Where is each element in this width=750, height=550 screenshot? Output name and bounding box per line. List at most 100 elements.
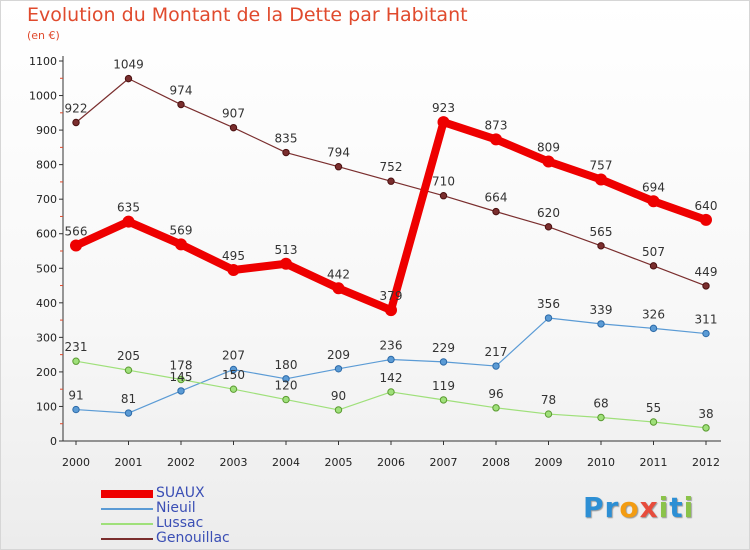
- y-tick-label: 900: [36, 124, 57, 137]
- data-label: 907: [222, 107, 245, 121]
- data-point: [175, 238, 187, 251]
- data-label: 620: [537, 206, 560, 220]
- data-point: [177, 100, 185, 109]
- y-tick-label: 300: [36, 331, 57, 344]
- x-tick-label: 2009: [535, 456, 563, 469]
- x-tick-label: 2003: [220, 456, 248, 469]
- data-point: [280, 257, 292, 270]
- x-tick-label: 2008: [482, 456, 510, 469]
- data-point: [439, 192, 448, 200]
- data-label: 326: [642, 307, 665, 321]
- data-label: 229: [432, 341, 455, 355]
- data-label: 710: [432, 175, 455, 189]
- data-label: 379: [380, 289, 403, 303]
- logo-letter: o: [619, 491, 640, 524]
- legend-swatch: [101, 508, 153, 510]
- chart-subtitle: (en €): [27, 29, 60, 42]
- data-label: 209: [327, 348, 350, 362]
- data-point: [439, 358, 448, 366]
- data-label: 495: [222, 249, 245, 263]
- data-label: 664: [485, 191, 508, 205]
- data-point: [124, 409, 133, 417]
- data-point: [597, 242, 605, 250]
- logo-letter: r: [604, 491, 620, 524]
- data-label: 68: [593, 397, 608, 411]
- legend-swatch: [101, 490, 153, 498]
- logo-letter: P: [583, 491, 605, 524]
- data-point: [544, 223, 553, 231]
- data-label: 923: [432, 101, 455, 115]
- data-point: [72, 357, 80, 365]
- data-point: [649, 418, 658, 426]
- x-tick-label: 2012: [692, 456, 720, 469]
- data-point: [227, 264, 240, 276]
- data-label: 507: [642, 245, 665, 259]
- data-label: 150: [222, 368, 245, 382]
- data-label: 449: [695, 265, 718, 279]
- data-label: 55: [646, 401, 661, 415]
- legend-swatch: [101, 523, 153, 525]
- data-point: [544, 410, 553, 418]
- data-label: 81: [121, 392, 136, 406]
- x-tick-label: 2002: [167, 456, 195, 469]
- data-label: 91: [68, 389, 83, 403]
- y-tick-label: 400: [36, 297, 57, 310]
- data-point: [385, 304, 397, 317]
- logo-letter: t: [669, 491, 684, 524]
- data-label: 78: [541, 393, 556, 407]
- y-tick-label: 1100: [29, 55, 57, 68]
- data-point: [124, 74, 133, 83]
- logo-letter: i: [683, 491, 695, 524]
- data-point: [72, 118, 80, 127]
- data-label: 835: [275, 132, 298, 146]
- data-point: [437, 116, 450, 129]
- data-point: [700, 213, 712, 226]
- x-tick-label: 2000: [62, 456, 90, 469]
- data-label: 922: [65, 101, 88, 115]
- data-point: [702, 282, 710, 290]
- data-label: 142: [380, 371, 403, 385]
- data-point: [492, 207, 500, 216]
- data-point: [597, 320, 605, 328]
- data-label: 145: [170, 370, 193, 384]
- y-tick-label: 700: [36, 193, 57, 206]
- x-tick-label: 2005: [325, 456, 353, 469]
- data-point: [702, 329, 710, 338]
- data-label: 694: [642, 180, 665, 194]
- x-tick-label: 2011: [640, 456, 668, 469]
- data-label: 635: [117, 201, 140, 215]
- data-label: 566: [65, 224, 88, 238]
- legend-label: Lussac: [156, 515, 204, 531]
- legend-swatch: [101, 538, 153, 540]
- data-point: [542, 155, 555, 168]
- data-label: 640: [695, 199, 718, 213]
- data-label: 180: [275, 358, 298, 372]
- data-label: 513: [275, 243, 298, 257]
- data-point: [647, 195, 660, 208]
- y-tick-label: 0: [50, 435, 57, 448]
- data-point: [334, 365, 343, 373]
- x-tick-label: 2007: [430, 456, 458, 469]
- data-point: [492, 404, 500, 412]
- data-point: [544, 314, 553, 322]
- data-label: 217: [485, 345, 508, 359]
- x-tick-label: 2010: [587, 456, 615, 469]
- data-label: 809: [537, 141, 560, 155]
- data-label: 339: [590, 303, 613, 317]
- data-point: [597, 413, 605, 422]
- data-label: 873: [485, 118, 508, 132]
- data-point: [70, 239, 82, 252]
- data-point: [387, 388, 395, 396]
- chart-title: Evolution du Montant de la Dette par Hab…: [27, 4, 468, 26]
- data-point: [124, 366, 133, 374]
- x-tick-label: 2004: [272, 456, 300, 469]
- data-label: 236: [380, 338, 403, 352]
- data-label: 205: [117, 349, 140, 363]
- data-label: 442: [327, 267, 350, 281]
- data-point: [229, 123, 238, 132]
- data-point: [492, 362, 500, 370]
- data-point: [649, 324, 658, 333]
- x-tick-label: 2006: [377, 456, 405, 469]
